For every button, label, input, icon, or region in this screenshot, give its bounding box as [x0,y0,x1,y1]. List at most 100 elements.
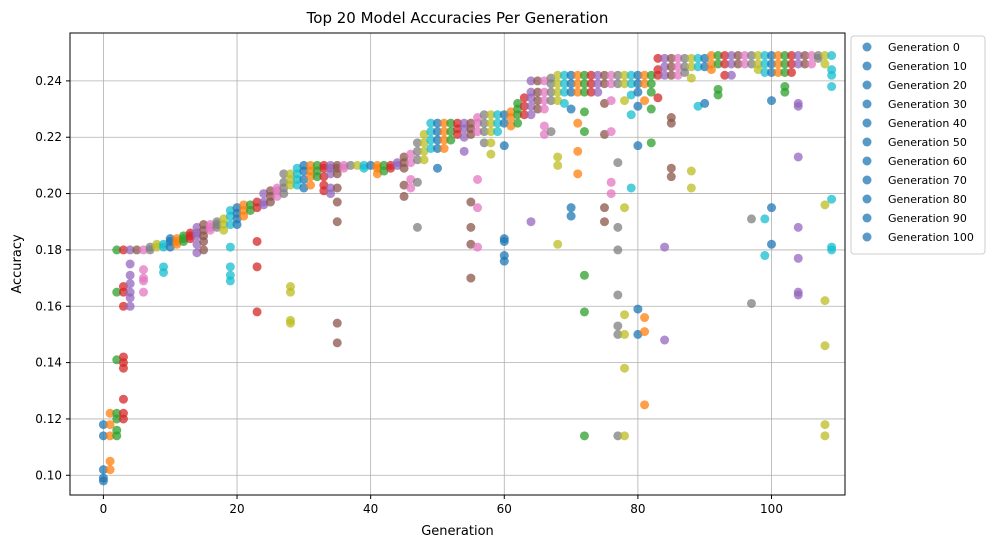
data-point [473,203,483,213]
data-point [820,431,830,441]
data-point [406,183,416,193]
data-point [599,70,609,80]
x-tick-label: 20 [229,502,244,516]
data-point [432,118,442,128]
legend-marker [862,42,872,52]
data-point [553,239,563,249]
legend-marker [862,80,872,90]
data-point [640,327,650,337]
data-point [586,87,596,97]
data-point [473,174,483,184]
data-point [519,110,529,120]
data-point [720,70,730,80]
data-point [519,93,529,103]
data-point [105,431,115,441]
y-tick-label: 0.10 [35,468,62,482]
data-point [332,318,342,328]
data-point [553,152,563,162]
data-point [259,197,269,207]
data-point [599,203,609,213]
data-point [546,127,556,137]
data-point [225,270,235,280]
data-point [673,62,683,72]
data-point [225,242,235,252]
data-point [686,53,696,63]
data-point [566,70,576,80]
data-point [793,51,803,61]
data-point [646,79,656,89]
data-point [620,203,630,213]
data-point [526,76,536,86]
data-point [613,245,623,255]
data-point [620,70,630,80]
data-point [800,59,810,69]
data-point [793,253,803,263]
data-point [493,110,503,120]
data-point [105,408,115,418]
data-point [125,287,135,297]
data-point [486,127,496,137]
data-point [493,127,503,137]
plot-frame [69,32,846,496]
data-point [780,59,790,69]
data-point [459,118,469,128]
x-axis-title: Generation [421,524,494,539]
data-point [760,251,770,261]
data-point [573,169,583,179]
data-point [820,200,830,210]
data-point [566,87,576,97]
data-point [553,87,563,97]
data-point [720,59,730,69]
data-point [446,135,456,145]
data-point [526,110,536,120]
x-tick-label: 40 [363,502,378,516]
data-point [493,118,503,128]
data-point [479,110,489,120]
data-point [780,51,790,61]
data-point [746,59,756,69]
data-point [767,67,777,77]
data-point [566,203,576,213]
data-point [466,118,476,128]
data-point [412,177,422,187]
data-point [566,104,576,114]
data-point [285,169,295,179]
data-point [539,104,549,114]
data-point [613,79,623,89]
data-point [800,51,810,61]
data-point [780,67,790,77]
data-point [252,262,262,272]
data-point [539,96,549,106]
data-point [693,53,703,63]
data-point [793,59,803,69]
data-point [620,363,630,373]
data-point [486,110,496,120]
data-point [479,127,489,137]
data-point [633,87,643,97]
data-point [760,59,770,69]
data-point [579,307,589,317]
data-point [793,152,803,162]
data-point [346,160,356,170]
data-point [526,217,536,227]
data-point [239,200,249,210]
data-point [746,51,756,61]
data-point [426,144,436,153]
data-point [713,84,723,94]
data-point [660,53,670,63]
data-point [613,222,623,232]
legend: Generation 0 Generation 10 Generation 20 Ge… [850,35,986,255]
data-point [339,160,349,170]
data-point [586,79,596,89]
data-point [299,160,309,170]
data-point [626,110,636,120]
legend-marker [862,194,872,204]
data-point [252,307,262,317]
data-point [660,242,670,252]
data-point [773,59,783,69]
data-point [666,113,676,123]
data-point [726,70,736,80]
data-point [653,53,663,63]
data-point [767,203,777,213]
data-point [606,189,616,199]
